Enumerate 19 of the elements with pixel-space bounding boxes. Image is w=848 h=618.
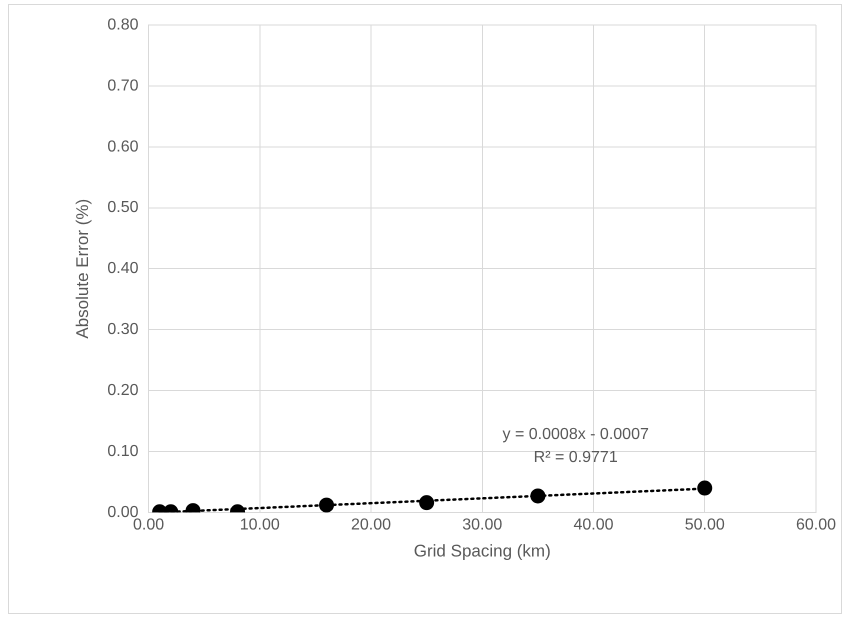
y-tick-label: 0.10	[107, 442, 139, 460]
x-tick-label: 50.00	[684, 516, 725, 534]
x-axis-title: Grid Spacing (km)	[414, 541, 551, 560]
y-tick-label: 0.30	[107, 321, 139, 338]
x-tick-label: 60.00	[796, 516, 836, 534]
x-tick-label: 0.00	[132, 516, 164, 534]
y-axis-title: Absolute Error (%)	[72, 198, 92, 339]
y-tick-label: 0.70	[107, 77, 139, 94]
annotation: y = 0.0008x - 0.0007	[502, 426, 649, 443]
y-tick-label: 0.50	[107, 199, 139, 216]
x-tick-label: 40.00	[573, 516, 614, 534]
y-tick-label: 0.20	[107, 382, 139, 399]
y-tick-label: 0.60	[107, 138, 139, 156]
x-tick-label: 10.00	[240, 516, 280, 534]
y-tick-label: 0.80	[107, 16, 139, 34]
annotation: R² = 0.9771	[534, 448, 618, 466]
x-tick-label: 30.00	[462, 516, 502, 534]
x-tick-label: 20.00	[350, 516, 392, 534]
y-tick-label: 0.40	[107, 260, 139, 278]
